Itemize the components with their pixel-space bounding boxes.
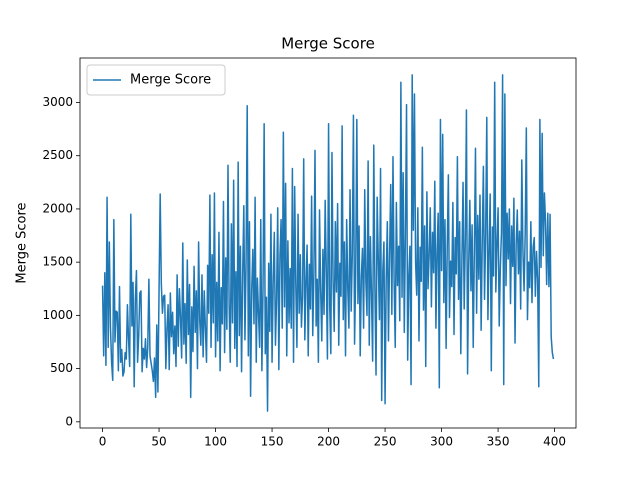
x-tick-label: 0 [99,435,107,449]
y-tick-label: 2500 [42,148,73,162]
x-tick-label: 100 [204,435,227,449]
line-series [101,74,555,412]
y-tick-label: 2000 [42,201,73,215]
y-tick-label: 1500 [42,255,73,269]
x-tick-label: 350 [487,435,510,449]
y-tick-label: 500 [50,361,73,375]
chart-title: Merge Score [281,35,375,53]
y-tick-label: 3000 [42,95,73,109]
legend-box [86,64,226,96]
x-tick-label: 150 [261,435,284,449]
x-tick-label: 50 [151,435,166,449]
x-tick-label: 400 [543,435,566,449]
x-tick-label: 250 [374,435,397,449]
legend-label: Merge Score [130,73,211,88]
x-tick-label: 200 [317,435,340,449]
y-tick-label: 1000 [42,308,73,322]
y-axis-label: Merge Score [15,202,30,283]
plot-area [79,57,577,429]
y-tick-label: 0 [65,414,73,428]
x-tick-label: 300 [430,435,453,449]
